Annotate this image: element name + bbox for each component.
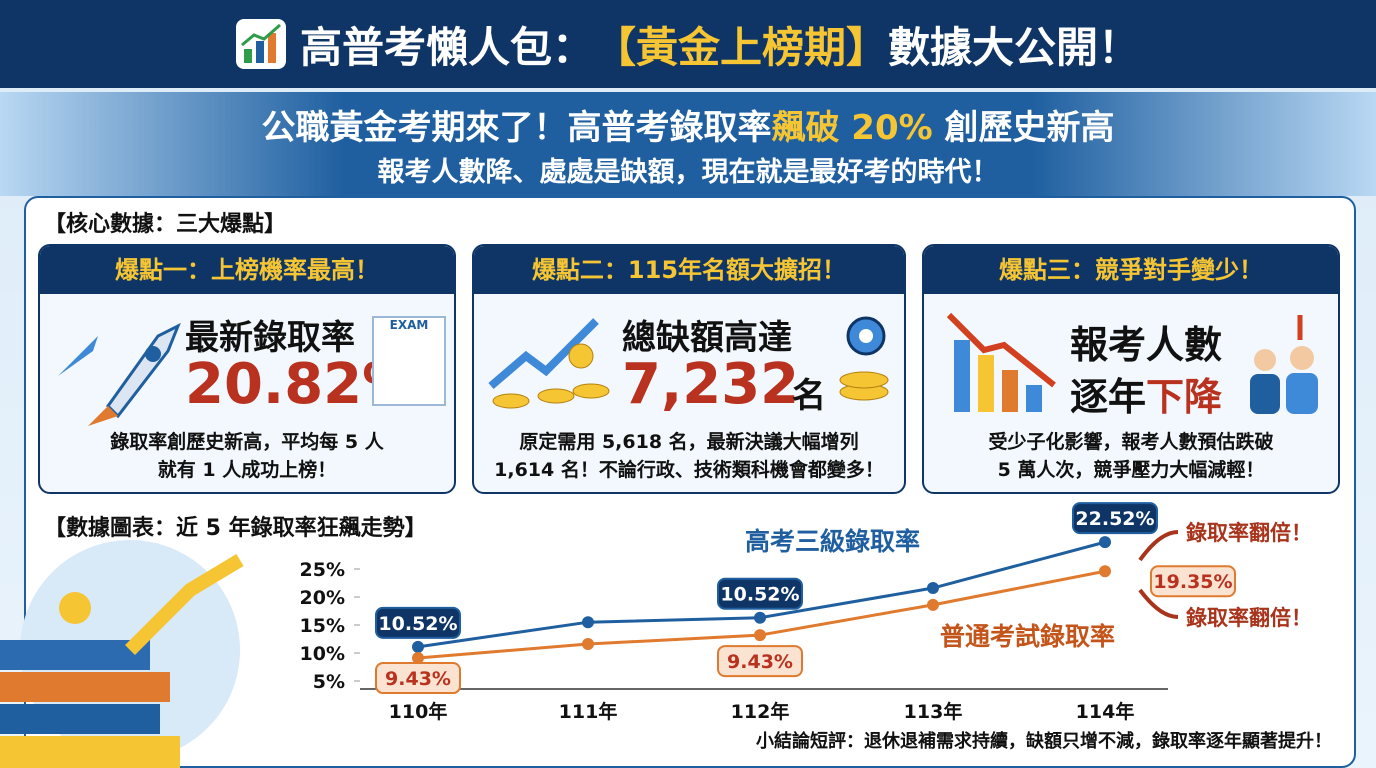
desc-line: 受少子化影響，報考人數預估跌破 <box>988 431 1274 453</box>
card-value: 下降 <box>1146 375 1223 419</box>
data-point <box>927 598 939 611</box>
card: 爆點一：上榜機率最高！ 最新錄取率 20.82% EXAM 錄取率創歷史新高，平… <box>38 244 456 494</box>
annotation: 錄取率翻倍！ <box>1186 521 1312 545</box>
card-label: 最新錄取率 <box>185 318 355 358</box>
y-tick-label: 25% <box>300 559 345 581</box>
y-tick-label: 5% <box>313 671 345 693</box>
chart-icon <box>235 19 286 69</box>
subtitle-text: 創歷史新高 <box>944 108 1115 148</box>
x-tick-label: 111年 <box>559 700 618 723</box>
data-point <box>754 629 766 642</box>
card-value-start: 逐年 <box>1070 375 1147 419</box>
conclusion: 小結論短評：退休退補需求持續，缺額只增不減，錄取率逐年顯著提升！ <box>756 731 1332 752</box>
card-header: 爆點一：上榜機率最高！ <box>40 246 454 294</box>
callout-label: 9.43% <box>385 668 451 690</box>
callout-label: 10.52% <box>720 584 799 606</box>
card-desc: 原定需用 5,618 名，最新決議大幅增列 1,614 名！不論行政、技術類科機會… <box>474 428 904 484</box>
card-header: 爆點二：115年名額大擴招！ <box>474 246 904 294</box>
subtitle-line: 報考人數降、處處是缺額，現在就是最好考的時代！ <box>377 157 999 188</box>
data-point <box>582 638 594 651</box>
callout-box <box>717 577 803 610</box>
header: 高普考懶人包： 【黃金上榜期】 數據大公開！ <box>0 0 1376 88</box>
card-label: 報考人數 <box>1070 323 1223 367</box>
callout-box <box>1150 565 1236 598</box>
callout-label: 19.35% <box>1153 571 1232 593</box>
people-icon <box>1250 315 1318 414</box>
card: 爆點三：競爭對手變少！ 報考人數 逐年 下降 受少子化影響，報考人數預估跌破 5 … <box>922 244 1340 494</box>
card-unit: 名 <box>792 376 826 416</box>
arrow <box>1138 530 1179 562</box>
data-point <box>927 582 939 595</box>
callout-box <box>375 606 461 639</box>
section-title: 【數據圖表：近 5 年錄取率狂飆走勢】 <box>44 516 427 541</box>
title-highlight: 【黃金上榜期】 <box>593 22 888 72</box>
desc-line: 5 萬人次，競爭壓力大幅減輕！ <box>997 459 1265 481</box>
arrow <box>1138 588 1179 619</box>
series-name: 高考三級錄取率 <box>745 527 920 556</box>
desc-line: 就有 1 人成功上榜！ <box>157 459 337 481</box>
rocket-icon <box>58 322 181 426</box>
callout-label: 9.43% <box>727 651 793 673</box>
callout-label: 10.52% <box>378 613 457 635</box>
desc-line: 錄取率創歷史新高，平均每 5 人 <box>110 431 384 453</box>
section-title: 【核心數據：三大爆點】 <box>44 212 287 237</box>
x-tick-label: 112年 <box>731 700 790 723</box>
desc-line: 1,614 名！不論行政、技術類科機會都變多！ <box>494 459 884 481</box>
title: 數據大公開！ <box>888 22 1141 72</box>
y-tick-label: 10% <box>300 643 345 665</box>
y-tick-label: 15% <box>300 615 345 637</box>
card-value: 7,232 <box>622 352 800 417</box>
y-tick-label: 20% <box>300 587 345 609</box>
subtitle-band <box>0 92 1376 196</box>
data-point <box>1099 536 1111 549</box>
card: 爆點二：115年名額大擴招！ 總缺額高達 7,232 名 原定需用 5,618 … <box>472 244 906 494</box>
desc-line: 原定需用 5,618 名，最新決議大幅增列 <box>519 431 859 453</box>
x-tick-label: 114年 <box>1076 700 1135 723</box>
callout-label: 22.52% <box>1075 508 1154 530</box>
callout-box <box>717 645 803 678</box>
data-point <box>582 616 594 629</box>
falling-chart-icon <box>946 312 1056 412</box>
data-point <box>412 652 424 665</box>
x-tick-label: 110年 <box>389 700 448 723</box>
books-illustration <box>0 540 244 768</box>
x-tick-label: 113年 <box>904 700 963 723</box>
card-desc: 受少子化影響，報考人數預估跌破 5 萬人次，競爭壓力大幅減輕！ <box>924 428 1338 484</box>
card-header: 爆點三：競爭對手變少！ <box>924 246 1338 294</box>
exam-badge: EXAM <box>372 316 446 406</box>
data-point <box>1099 565 1111 578</box>
data-point <box>754 611 766 624</box>
callout-box <box>1072 502 1158 535</box>
subtitle: 公職黃金考期來了！高普考錄取率飆破 20% 創歷史新高 <box>0 100 1376 149</box>
coins-icon <box>488 318 610 409</box>
card-label: 總缺額高達 <box>622 318 792 358</box>
annotation: 錄取率翻倍！ <box>1186 606 1312 630</box>
title: 高普考懶人包： <box>299 22 594 72</box>
card-desc: 錄取率創歷史新高，平均每 5 人就有 1 人成功上榜！ <box>40 428 454 484</box>
subtitle-highlight: 飆破 20% <box>771 108 933 148</box>
gear-icon <box>839 316 889 401</box>
callout-box <box>375 662 461 695</box>
series-name: 普通考試錄取率 <box>940 622 1115 651</box>
data-point <box>412 640 424 653</box>
subtitle-text: 公職黃金考期來了！高普考錄取率 <box>261 108 772 148</box>
